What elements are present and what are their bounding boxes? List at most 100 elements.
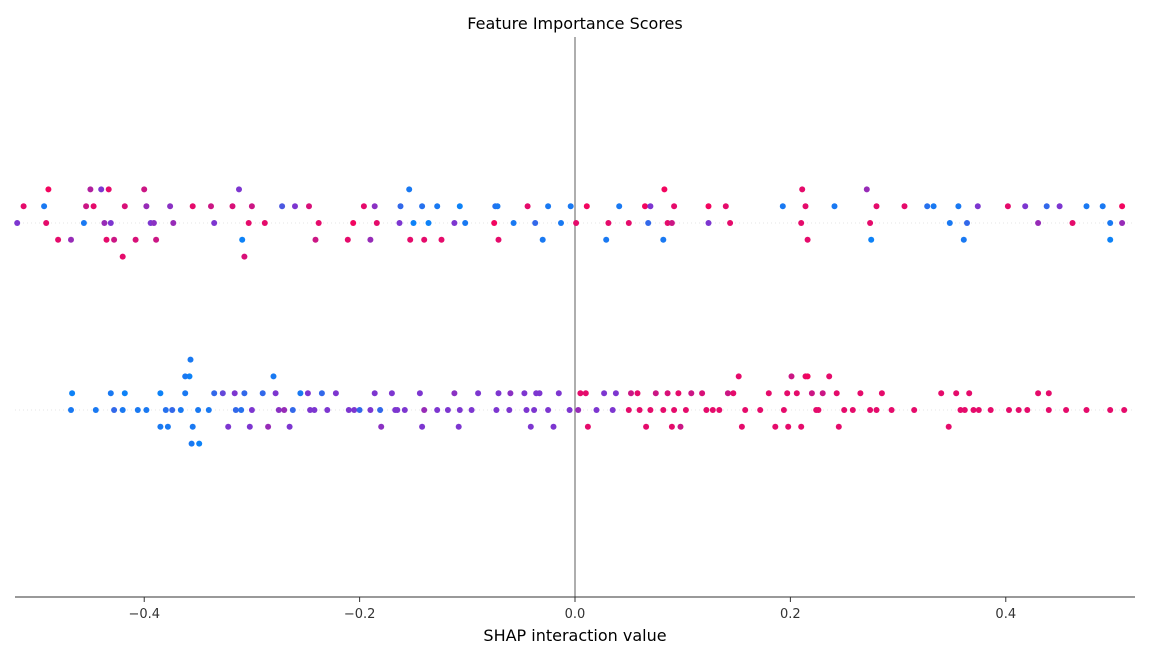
data-point [668,423,675,430]
data-point [784,390,791,397]
data-point [241,253,248,260]
data-point [625,407,632,413]
data-point [111,236,118,243]
data-point [1119,203,1126,210]
x-axis-ticks: −0.4 −0.2 0.0 0.2 0.4 [128,597,1016,622]
data-point [315,220,322,226]
data-point [849,407,856,413]
data-point [170,220,177,226]
data-point [344,236,351,243]
x-tick-label: 0.2 [780,607,801,622]
data-point [975,407,982,413]
data-point [742,407,749,413]
data-point [351,407,358,413]
data-point [455,423,462,430]
data-point [311,407,318,413]
data-point [111,407,118,413]
data-point [1045,407,1052,413]
data-point [373,220,380,226]
data-point [367,236,374,243]
data-point [974,203,981,210]
data-point [705,203,712,210]
data-point [567,203,574,210]
data-point [826,373,833,380]
data-point [211,390,218,397]
data-point [593,407,600,413]
data-point [396,220,403,226]
data-point [107,220,114,226]
data-point [195,407,202,413]
data-point [1006,407,1012,413]
data-point [275,407,282,413]
data-point [189,423,196,430]
data-point [236,186,242,193]
data-point [793,390,800,397]
data-point [863,186,870,193]
data-point [724,390,731,397]
data-point [536,390,543,397]
data-point [671,203,678,210]
data-point [444,407,451,413]
data-point [371,390,378,397]
data-point [660,407,667,413]
data-point [1045,390,1052,397]
data-point [804,236,811,243]
data-point [1099,203,1106,210]
data-point [911,407,918,413]
data-point [857,390,864,397]
data-point [873,203,880,210]
data-point [462,220,469,226]
data-point [1119,220,1126,226]
data-point [150,220,157,226]
data-point [964,220,970,226]
data-point [421,236,428,243]
data-point [281,407,288,413]
data-point [647,203,654,210]
data-point [1056,203,1063,210]
data-point [636,407,643,413]
data-point [523,407,530,413]
data-point [87,186,94,193]
x-tick-label: −0.4 [128,607,160,622]
data-point [628,390,634,397]
data-point [246,423,253,430]
data-point [566,407,573,413]
data-point [955,203,962,210]
data-point [231,390,238,397]
data-point [643,423,650,430]
data-point [421,407,428,413]
data-point [799,186,806,193]
data-point [105,186,112,193]
data-point [987,407,994,413]
data-point [367,407,374,413]
data-point [360,203,367,210]
data-point [521,390,528,397]
data-point [1107,236,1114,243]
data-point [69,390,76,397]
data-point [1063,407,1070,413]
data-point [324,407,331,413]
data-point [41,203,48,210]
data-point [550,423,557,430]
data-point [966,390,973,397]
data-point [532,220,539,226]
data-point [494,203,501,210]
data-point [132,236,139,243]
data-point [318,390,325,397]
data-point [45,186,52,193]
data-point [575,407,582,413]
data-point [434,203,441,210]
data-point [121,390,128,397]
data-point [1083,407,1090,413]
data-point [510,220,517,226]
data-point [730,390,737,397]
data-point [14,220,21,226]
data-point [406,186,413,193]
data-point [841,407,848,413]
data-point [475,390,482,397]
data-point [153,236,160,243]
data-point [815,407,822,413]
data-point [699,390,706,397]
data-point [83,203,90,210]
data-point [211,220,218,226]
